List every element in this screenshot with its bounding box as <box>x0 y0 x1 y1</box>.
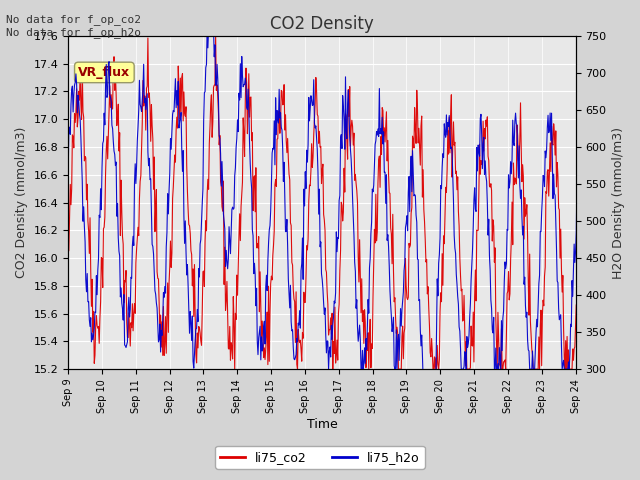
Y-axis label: H2O Density (mmol/m3): H2O Density (mmol/m3) <box>612 127 625 278</box>
Title: CO2 Density: CO2 Density <box>270 15 374 33</box>
Text: No data for f_op_co2
No data for f_op_h2o: No data for f_op_co2 No data for f_op_h2… <box>6 14 141 38</box>
Y-axis label: CO2 Density (mmol/m3): CO2 Density (mmol/m3) <box>15 127 28 278</box>
Text: VR_flux: VR_flux <box>78 66 131 79</box>
X-axis label: Time: Time <box>307 419 337 432</box>
Legend: li75_co2, li75_h2o: li75_co2, li75_h2o <box>215 446 425 469</box>
